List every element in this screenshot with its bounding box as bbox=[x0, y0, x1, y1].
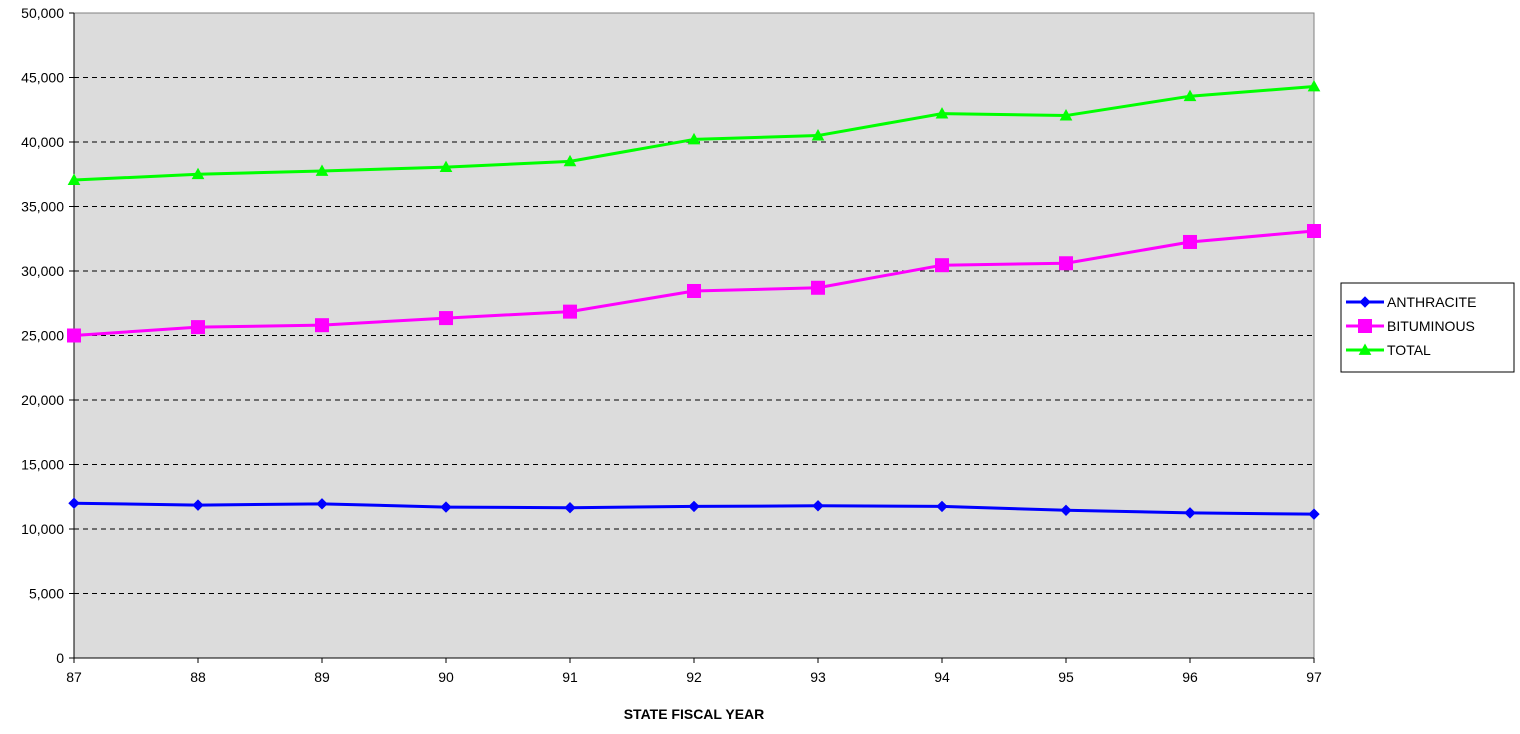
data-point-total bbox=[1307, 80, 1321, 92]
legend-label-total: TOTAL bbox=[1387, 342, 1431, 358]
y-tick-label: 35,000 bbox=[21, 199, 64, 215]
data-point-bituminous bbox=[191, 320, 205, 335]
x-tick-label: 94 bbox=[934, 669, 950, 685]
data-point-anthracite bbox=[192, 499, 204, 511]
axes: 0 5,000 10,000 15,000 20,000 25,000 30,000 35,0… bbox=[21, 5, 1322, 685]
data-point-anthracite bbox=[1060, 504, 1072, 517]
data-point-anthracite bbox=[812, 500, 824, 512]
x-tick-label: 87 bbox=[66, 669, 82, 685]
data-point-total bbox=[935, 107, 949, 119]
y-tick-label: 10,000 bbox=[21, 521, 64, 537]
x-tick-label: 95 bbox=[1058, 669, 1074, 685]
data-point-bituminous bbox=[1307, 224, 1321, 239]
data-point-total bbox=[811, 129, 825, 141]
y-tick-label: 0 bbox=[56, 650, 64, 666]
y-tick-label: 50,000 bbox=[21, 5, 64, 21]
data-point-anthracite bbox=[316, 498, 328, 510]
data-point-bituminous bbox=[935, 258, 949, 273]
data-point-bituminous bbox=[1059, 256, 1073, 271]
data-point-bituminous bbox=[563, 304, 577, 319]
data-point-anthracite bbox=[68, 497, 80, 509]
y-tick-label: 45,000 bbox=[21, 70, 64, 86]
data-point-total bbox=[315, 164, 329, 176]
legend: ANTHRACITE BITUMINOUS TOTAL bbox=[1340, 282, 1515, 373]
x-tick-label: 97 bbox=[1306, 669, 1322, 685]
series-anthracite bbox=[68, 497, 1320, 520]
x-axis-title: STATE FISCAL YEAR bbox=[624, 706, 765, 722]
y-tick-label: 30,000 bbox=[21, 263, 64, 279]
data-point-bituminous bbox=[811, 280, 825, 295]
legend-label-bituminous: BITUMINOUS bbox=[1387, 318, 1475, 334]
data-point-total bbox=[687, 132, 701, 145]
data-point-total bbox=[67, 173, 81, 185]
data-point-anthracite bbox=[1184, 507, 1196, 519]
data-point-total bbox=[191, 167, 205, 180]
x-tick-label: 93 bbox=[810, 669, 826, 685]
y-tick-label: 20,000 bbox=[21, 392, 64, 408]
legend-label-anthracite: ANTHRACITE bbox=[1387, 294, 1476, 310]
data-point-anthracite bbox=[936, 500, 948, 513]
y-tick-label: 15,000 bbox=[21, 457, 64, 473]
x-tick-label: 88 bbox=[190, 669, 206, 685]
x-tick-label: 92 bbox=[686, 669, 702, 685]
data-point-total bbox=[563, 154, 577, 167]
x-tick-label: 91 bbox=[562, 669, 578, 685]
series-total bbox=[67, 80, 1321, 185]
x-tick-label: 90 bbox=[438, 669, 454, 685]
data-point-total bbox=[1183, 89, 1197, 102]
legend-marker-bituminous bbox=[1358, 319, 1372, 333]
data-point-bituminous bbox=[1183, 234, 1197, 249]
data-point-total bbox=[439, 160, 453, 173]
x-tick-label: 96 bbox=[1182, 669, 1198, 685]
data-point-anthracite bbox=[688, 500, 700, 513]
series-bituminous bbox=[67, 224, 1321, 343]
data-point-total bbox=[1059, 109, 1073, 121]
series-lines bbox=[67, 80, 1321, 520]
y-tick-label: 5,000 bbox=[29, 586, 64, 602]
y-tick-label: 25,000 bbox=[21, 328, 64, 344]
data-point-anthracite bbox=[564, 502, 576, 514]
data-point-bituminous bbox=[439, 311, 453, 326]
data-point-bituminous bbox=[67, 328, 81, 343]
data-point-bituminous bbox=[315, 318, 329, 333]
x-tick-label: 89 bbox=[314, 669, 330, 685]
data-point-anthracite bbox=[440, 501, 452, 513]
data-point-anthracite bbox=[1308, 508, 1320, 520]
data-point-bituminous bbox=[687, 283, 701, 298]
y-tick-label: 40,000 bbox=[21, 134, 64, 150]
plot-area bbox=[73, 12, 1315, 659]
legend-marker-anthracite bbox=[1359, 296, 1371, 308]
legend-marker-total bbox=[1358, 343, 1372, 355]
